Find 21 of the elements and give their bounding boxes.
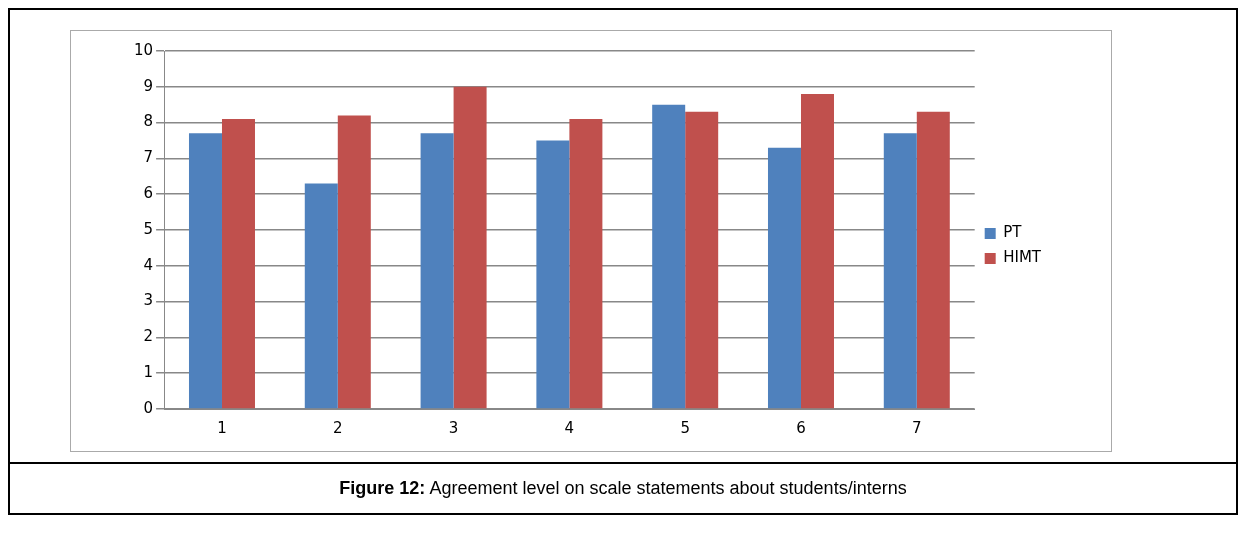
y-tick-label: 7	[143, 148, 154, 167]
x-tick-label: 5	[680, 418, 690, 437]
x-tick-label: 4	[564, 418, 575, 437]
y-tick-label: 4	[143, 255, 154, 274]
x-tick-label: 6	[796, 418, 806, 437]
x-tick-label: 3	[448, 418, 459, 437]
y-tick-label: 3	[143, 291, 154, 310]
caption: Figure 12: Agreement level on scale statements about students/interns	[339, 478, 907, 498]
legend-label: PT	[1003, 223, 1023, 242]
y-tick-label: 8	[143, 112, 154, 131]
x-tick-label: 7	[912, 418, 922, 437]
y-tick-label: 10	[133, 40, 154, 59]
legend-label: HIMT	[1003, 248, 1042, 267]
x-tick-label: 2	[333, 418, 343, 437]
y-tick-label: 6	[143, 184, 154, 203]
y-tick-label: 1	[143, 363, 154, 382]
y-tick-label: 9	[143, 76, 154, 95]
y-tick-label: 0	[143, 398, 154, 417]
y-tick-label: 5	[143, 219, 154, 238]
x-tick-label: 1	[217, 418, 227, 437]
y-tick-label: 2	[143, 327, 154, 346]
